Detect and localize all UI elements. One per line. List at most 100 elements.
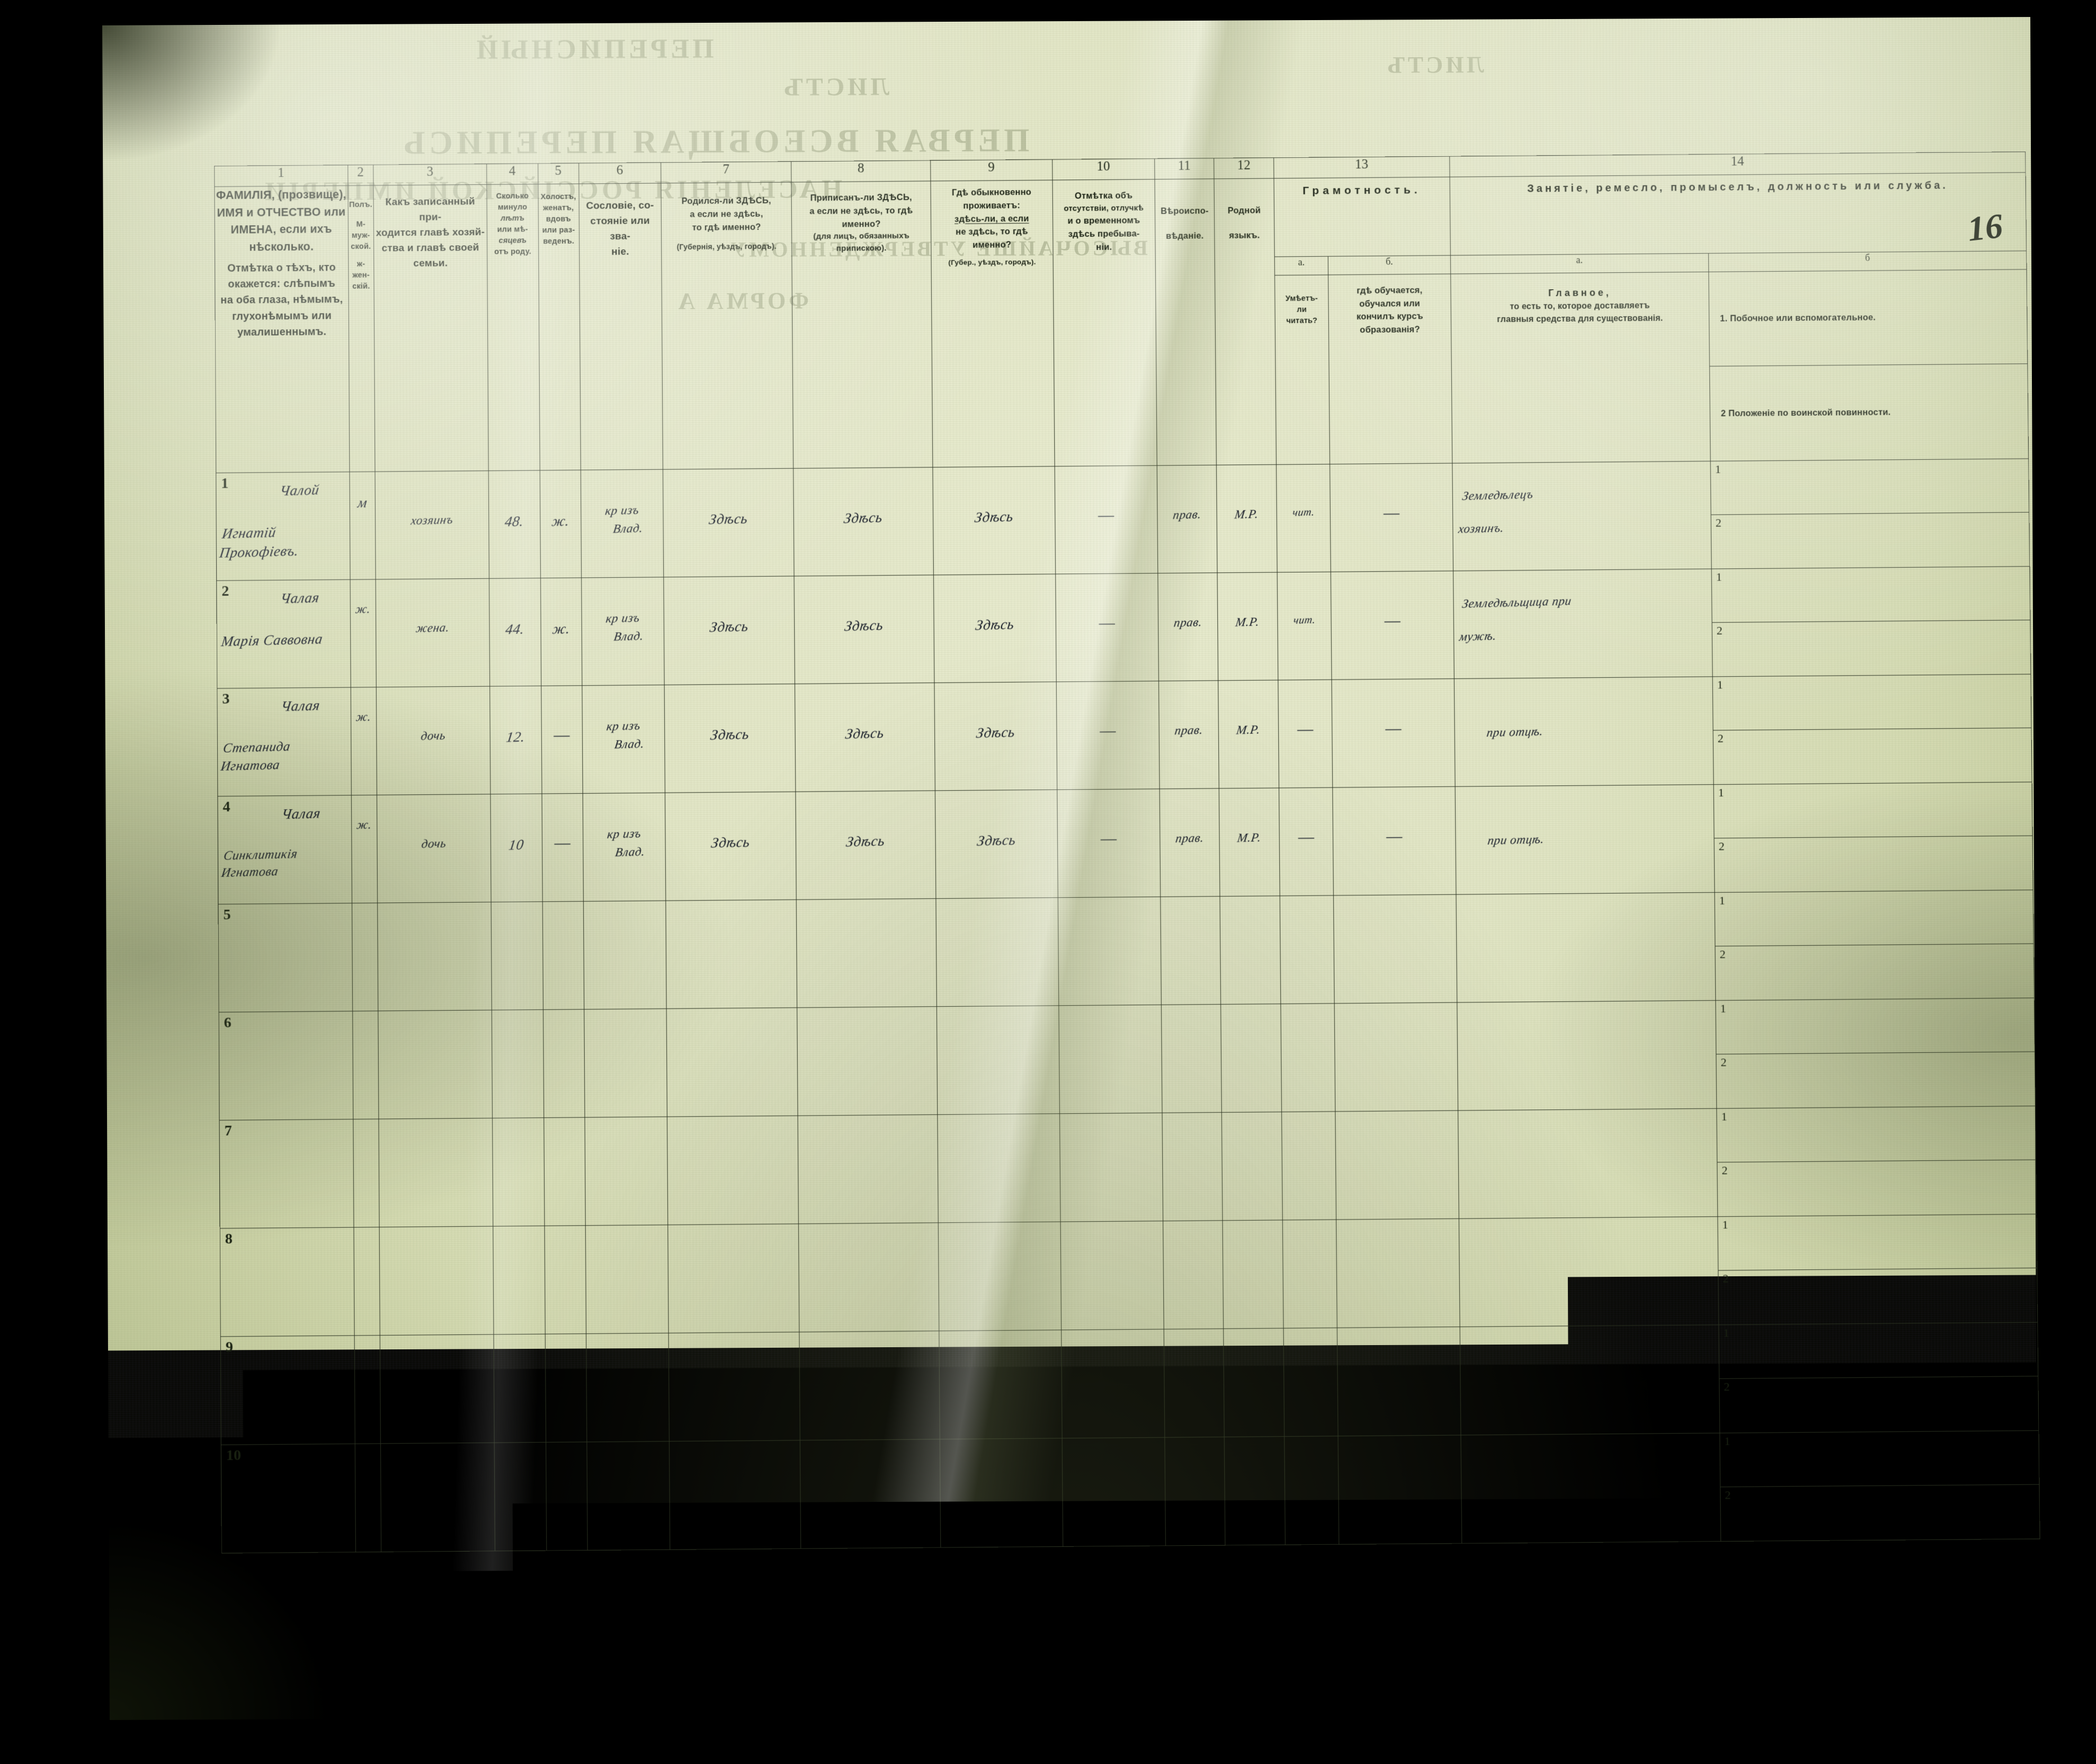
cell-literacy-b-8[interactable] xyxy=(1336,1219,1460,1328)
cell-absence-4[interactable]: — xyxy=(1057,789,1161,898)
table-row[interactable]: 10 1 2 xyxy=(221,1430,2040,1553)
cell-residence-2[interactable]: Здѣсь xyxy=(933,574,1056,683)
cell-occupation-side-7[interactable]: 1 2 xyxy=(1717,1106,2037,1216)
cell-occupation-side-10[interactable]: 1 2 xyxy=(1720,1430,2040,1541)
cell-residence-8[interactable] xyxy=(938,1222,1062,1331)
cell-absence-3[interactable]: — xyxy=(1056,681,1160,790)
cell-estate-9[interactable] xyxy=(586,1333,669,1442)
cell-occupation-side-9[interactable]: 1 2 xyxy=(1719,1322,2039,1433)
cell-marital-9[interactable] xyxy=(545,1333,587,1442)
cell-occupation-main-9[interactable] xyxy=(1460,1325,1720,1435)
cell-estate-4[interactable]: кр изъ Влад. xyxy=(583,793,666,901)
cell-estate-7[interactable] xyxy=(585,1117,668,1225)
cell-literacy-b-2[interactable]: — xyxy=(1331,571,1454,679)
cell-registration-9[interactable] xyxy=(799,1331,940,1440)
cell-language-5[interactable] xyxy=(1220,896,1280,1005)
cell-occupation-main-4[interactable]: при отцѣ. xyxy=(1455,784,1715,894)
cell-sex-4[interactable]: ж. xyxy=(351,795,377,903)
cell-language-3[interactable]: М.Р. xyxy=(1218,680,1279,789)
cell-occupation-main-10[interactable] xyxy=(1461,1433,1721,1543)
cell-religion-5[interactable] xyxy=(1160,897,1220,1005)
cell-sex-7[interactable] xyxy=(353,1119,379,1228)
cell-name-5[interactable]: 5 xyxy=(218,903,352,1012)
table-row[interactable]: 8 1 2 xyxy=(220,1214,2038,1337)
cell-marital-2[interactable]: ж. xyxy=(540,578,582,686)
cell-occupation-side-1[interactable]: 1 2 xyxy=(1710,459,2030,569)
cell-birthplace-2[interactable]: Здѣсь xyxy=(664,576,795,685)
cell-occupation-side-2[interactable]: 1 2 xyxy=(1711,567,2031,677)
cell-residence-7[interactable] xyxy=(938,1114,1060,1223)
cell-language-9[interactable] xyxy=(1224,1328,1285,1437)
cell-sex-2[interactable]: ж. xyxy=(350,579,376,687)
cell-sex-6[interactable] xyxy=(352,1011,378,1119)
cell-marital-7[interactable] xyxy=(543,1117,585,1226)
cell-literacy-b-4[interactable]: — xyxy=(1333,786,1456,896)
cell-relation-8[interactable] xyxy=(379,1226,494,1336)
cell-marital-8[interactable] xyxy=(545,1225,586,1334)
cell-residence-3[interactable]: Здѣсь xyxy=(934,682,1057,791)
cell-marital-5[interactable] xyxy=(542,901,584,1010)
cell-residence-9[interactable] xyxy=(939,1330,1062,1439)
cell-absence-2[interactable]: — xyxy=(1056,573,1159,682)
cell-occupation-side-8[interactable]: 1 2 xyxy=(1718,1214,2038,1325)
cell-language-2[interactable]: М.Р. xyxy=(1217,572,1278,680)
table-row[interactable]: 7 1 2 xyxy=(219,1106,2036,1228)
cell-age-9[interactable] xyxy=(494,1334,546,1443)
cell-relation-7[interactable] xyxy=(379,1118,493,1227)
cell-relation-2[interactable]: жена. xyxy=(376,578,490,687)
cell-literacy-a-3[interactable]: — xyxy=(1278,679,1333,787)
cell-marital-6[interactable] xyxy=(543,1009,585,1118)
cell-occupation-side-6[interactable]: 1 2 xyxy=(1716,998,2036,1108)
cell-name-1[interactable]: 1 Чалой Игнатій Прокофіевъ. xyxy=(216,472,350,580)
cell-birthplace-10[interactable] xyxy=(669,1440,801,1550)
cell-religion-2[interactable]: прав. xyxy=(1158,573,1218,681)
cell-registration-4[interactable]: Здѣсь xyxy=(796,791,935,900)
cell-age-6[interactable] xyxy=(492,1010,543,1118)
cell-literacy-b-7[interactable] xyxy=(1335,1111,1459,1220)
table-row[interactable]: 2 Чалая Марія Саввовна ж. жена. 44. ж. к… xyxy=(217,567,2031,688)
cell-absence-9[interactable] xyxy=(1062,1329,1165,1438)
cell-religion-7[interactable] xyxy=(1162,1113,1223,1221)
cell-literacy-a-8[interactable] xyxy=(1282,1220,1337,1328)
cell-sex-8[interactable] xyxy=(354,1227,380,1336)
cell-estate-5[interactable] xyxy=(583,901,666,1009)
table-row[interactable]: 4 Чалая Синклитикія Игнатова ж. дочь 10 … xyxy=(218,782,2033,905)
cell-literacy-a-5[interactable] xyxy=(1280,896,1335,1004)
cell-relation-1[interactable]: хозяинъ xyxy=(375,471,489,579)
cell-literacy-b-3[interactable]: — xyxy=(1332,679,1455,787)
cell-residence-10[interactable] xyxy=(940,1438,1063,1547)
table-row[interactable]: 9 1 2 xyxy=(220,1322,2039,1445)
cell-literacy-b-5[interactable] xyxy=(1334,894,1457,1004)
cell-birthplace-7[interactable] xyxy=(667,1116,798,1225)
cell-birthplace-6[interactable] xyxy=(666,1008,798,1117)
cell-estate-1[interactable]: кр изъ Влад. xyxy=(581,469,664,578)
cell-age-7[interactable] xyxy=(493,1118,545,1226)
cell-occupation-side-4[interactable]: 1 2 xyxy=(1714,782,2033,893)
cell-age-2[interactable]: 44. xyxy=(489,578,541,686)
cell-age-5[interactable] xyxy=(491,902,543,1010)
cell-residence-5[interactable] xyxy=(936,898,1059,1007)
cell-absence-8[interactable] xyxy=(1060,1221,1164,1330)
cell-relation-5[interactable] xyxy=(378,902,492,1011)
cell-religion-1[interactable]: прав. xyxy=(1157,465,1217,573)
cell-literacy-a-1[interactable]: чит. xyxy=(1276,464,1331,572)
cell-absence-5[interactable] xyxy=(1058,897,1161,1005)
cell-occupation-main-5[interactable] xyxy=(1456,892,1716,1002)
cell-literacy-a-4[interactable]: — xyxy=(1279,787,1334,896)
cell-absence-1[interactable]: — xyxy=(1055,465,1158,574)
cell-age-3[interactable]: 12. xyxy=(490,686,542,794)
cell-occupation-main-7[interactable] xyxy=(1458,1108,1718,1219)
cell-estate-8[interactable] xyxy=(585,1225,668,1334)
cell-language-7[interactable] xyxy=(1221,1112,1282,1221)
cell-age-1[interactable]: 48. xyxy=(488,470,540,578)
cell-registration-5[interactable] xyxy=(797,899,936,1008)
cell-occupation-main-8[interactable] xyxy=(1459,1216,1719,1327)
cell-registration-3[interactable]: Здѣсь xyxy=(795,683,935,792)
cell-name-7[interactable]: 7 xyxy=(219,1119,354,1228)
cell-registration-10[interactable] xyxy=(800,1439,941,1549)
cell-literacy-b-10[interactable] xyxy=(1338,1435,1461,1544)
cell-registration-6[interactable] xyxy=(797,1007,938,1116)
cell-occupation-main-1[interactable]: Земледѣлецъ хозяинъ. xyxy=(1452,461,1711,571)
cell-literacy-a-7[interactable] xyxy=(1281,1112,1336,1220)
cell-absence-6[interactable] xyxy=(1059,1005,1162,1114)
